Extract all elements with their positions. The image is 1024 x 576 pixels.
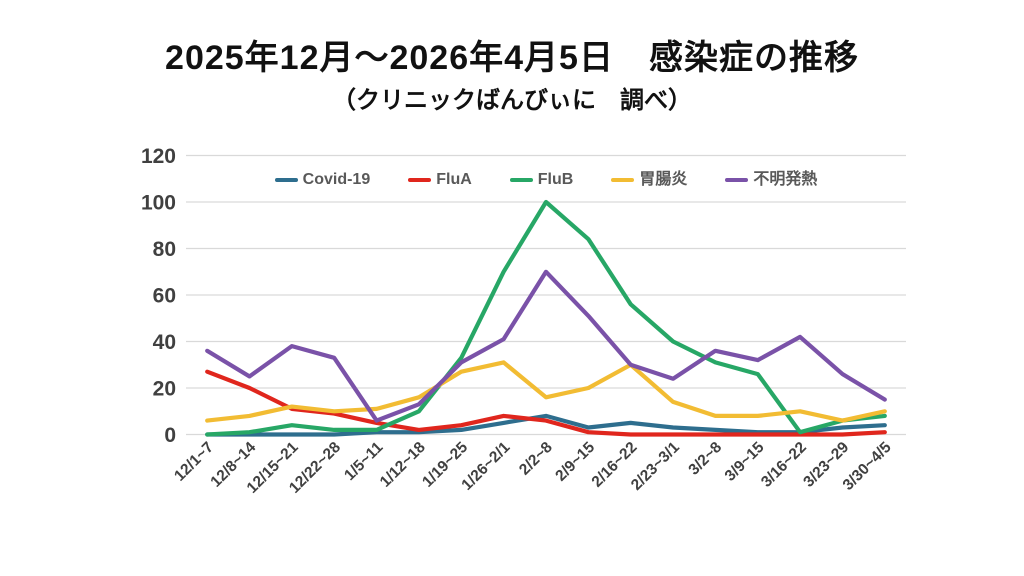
legend-swatch-FluB [509, 177, 533, 183]
x-axis-label-8: 2/2~8 [516, 439, 556, 479]
y-axis-label-20: 20 [153, 378, 176, 401]
y-axis-label-120: 120 [141, 145, 176, 168]
series-line-FluA [205, 369, 887, 437]
series-line-不明発熱 [205, 269, 887, 423]
chart-legend: Covid-19 FluA FluB 胃腸炎 不明発熱 [186, 170, 906, 190]
legend-label-FluB: FluB [537, 171, 574, 188]
legend-item-FluB: FluB [509, 171, 574, 188]
legend-item-胃腸炎: 胃腸炎 [611, 172, 687, 188]
series-line-FluB [205, 199, 887, 437]
chart-title: 2025年12月～2026年4月5日 感染症の推移 [165, 39, 859, 77]
chart-subtitle: （クリニックばんびぃに 調べ） [332, 87, 692, 114]
y-axis-label-40: 40 [153, 331, 176, 354]
y-axis-label-60: 60 [153, 285, 176, 308]
legend-label-Covid-19: Covid-19 [302, 171, 371, 188]
legend-swatch-胃腸炎 [611, 177, 635, 183]
legend-item-FluA: FluA [408, 172, 472, 188]
legend-label-FluA: FluA [436, 171, 472, 188]
x-axis-label-5: 1/12~18 [377, 439, 429, 491]
legend-swatch-FluA [408, 177, 432, 183]
series-line-Covid-19 [205, 413, 887, 437]
legend-item-不明発熱: 不明発熱 [725, 172, 817, 188]
series-line-胃腸炎 [205, 360, 887, 423]
y-axis-label-0: 0 [164, 424, 176, 447]
x-axis-label-12: 3/2~8 [685, 439, 725, 479]
y-axis-label-80: 80 [153, 238, 176, 261]
legend-label-胃腸炎: 胃腸炎 [639, 171, 688, 188]
legend-swatch-Covid-19 [274, 177, 298, 183]
legend-item-Covid-19: Covid-19 [274, 171, 371, 188]
legend-label-不明発熱: 不明発熱 [753, 171, 818, 188]
y-axis-label-100: 100 [141, 192, 176, 215]
legend-swatch-不明発熱 [725, 177, 749, 183]
x-axis-label-14: 3/16~22 [758, 439, 810, 491]
